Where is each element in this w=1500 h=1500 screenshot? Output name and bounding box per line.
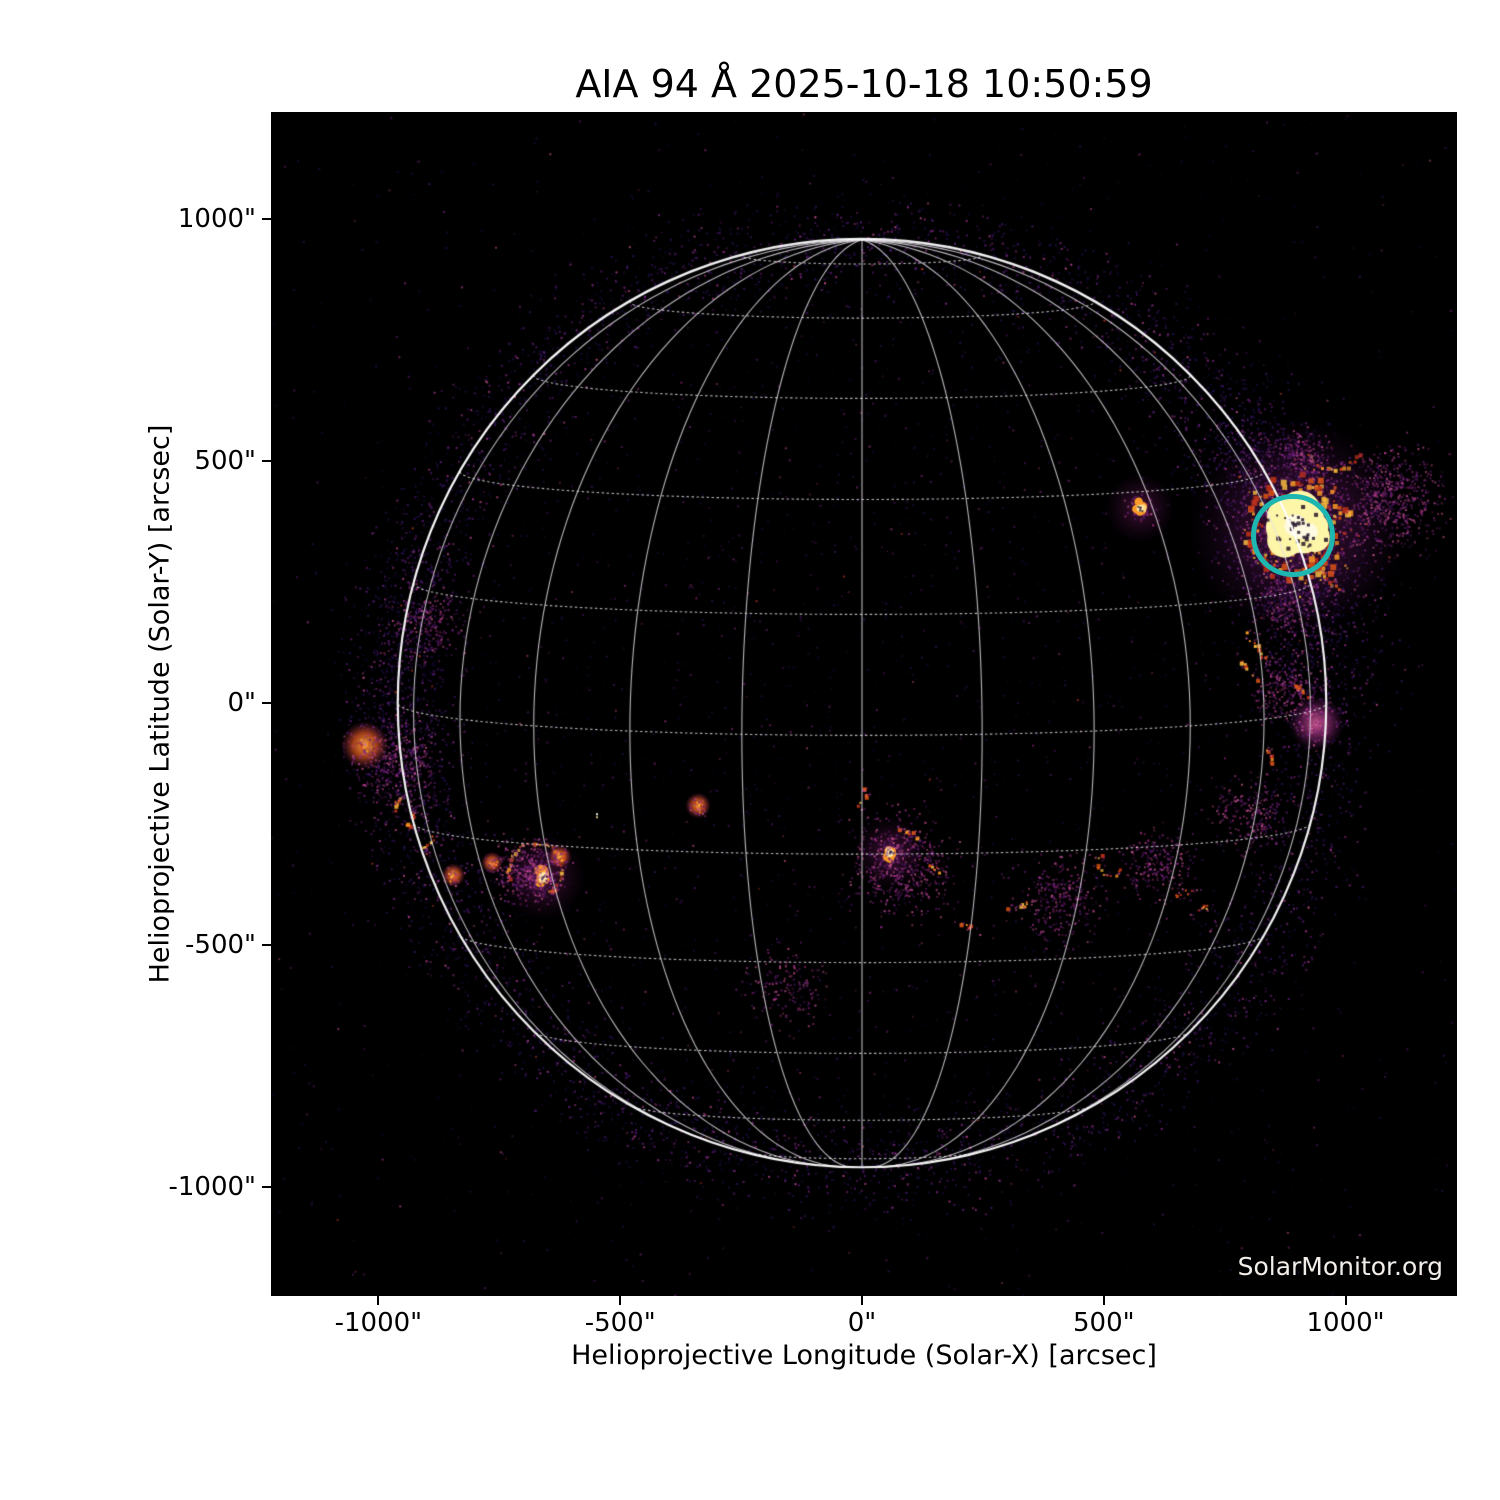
x-tick-label: -500" xyxy=(584,1308,656,1338)
x-tick-label: 1000" xyxy=(1306,1308,1385,1338)
x-tick-mark xyxy=(1344,1296,1347,1305)
y-tick-label: 1000" xyxy=(177,204,256,235)
figure-title: AIA 94 Å 2025-10-18 10:50:59 xyxy=(575,62,1153,106)
x-tick-mark xyxy=(1102,1296,1105,1305)
x-tick-mark xyxy=(377,1296,380,1305)
y-tick-mark xyxy=(262,1185,271,1188)
y-tick-label: 500" xyxy=(194,446,256,477)
x-tick-label: -1000" xyxy=(334,1308,423,1338)
y-tick-label: 0" xyxy=(227,688,256,718)
x-axis-label: Helioprojective Longitude (Solar-X) [arc… xyxy=(571,1340,1157,1371)
y-tick-mark xyxy=(262,460,271,463)
x-tick-mark xyxy=(861,1296,863,1305)
y-tick-label: -1000" xyxy=(168,1171,256,1202)
solar-disk-image xyxy=(271,112,1457,1296)
y-tick-mark xyxy=(262,218,271,221)
y-tick-mark xyxy=(262,943,271,946)
y-tick-mark xyxy=(262,702,271,704)
x-tick-label: 0" xyxy=(847,1308,877,1338)
x-tick-mark xyxy=(619,1296,622,1305)
y-tick-label: -500" xyxy=(185,929,256,960)
watermark: SolarMonitor.org xyxy=(1237,1252,1443,1281)
plot-area: SolarMonitor.org xyxy=(271,112,1457,1296)
x-tick-label: 500" xyxy=(1073,1308,1135,1338)
